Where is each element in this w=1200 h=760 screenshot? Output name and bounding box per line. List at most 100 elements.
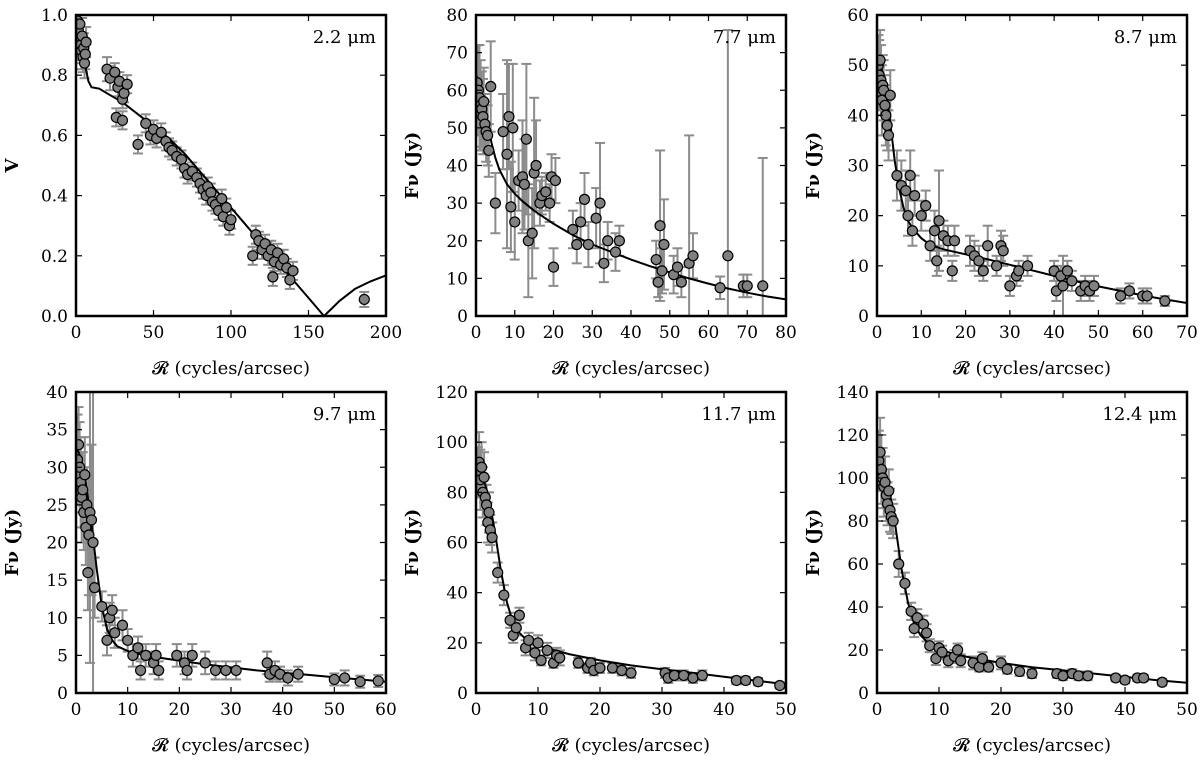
data-point — [933, 215, 945, 227]
y-tick-label: 0.2 — [41, 247, 68, 267]
data-point — [247, 250, 259, 262]
x-tick-label: 30 — [999, 323, 1021, 343]
y-tick-label: 20 — [446, 634, 468, 654]
x-tick-label: 50 — [143, 323, 165, 343]
panel-label: 12.4 μm — [1102, 404, 1177, 425]
data-point — [1021, 260, 1034, 272]
data-point — [510, 622, 522, 634]
x-tick-label: 50 — [1176, 700, 1198, 720]
y-tick-label: 140 — [837, 383, 869, 403]
x-tick-label: 20 — [589, 700, 611, 720]
data-point — [1013, 665, 1026, 678]
data-point — [1013, 265, 1025, 277]
model-curve — [76, 447, 386, 683]
x-tick-label: 0 — [872, 323, 883, 343]
data-point — [883, 485, 895, 497]
data-point — [505, 201, 517, 213]
y-tick-label: 15 — [46, 571, 68, 591]
data-point — [668, 669, 681, 682]
data-point — [87, 536, 99, 549]
data-point — [220, 202, 232, 214]
y-axis-label: Fν (Jy) — [2, 509, 23, 577]
data-point — [687, 672, 699, 684]
data-point — [976, 652, 989, 665]
data-point — [752, 676, 764, 688]
data-point — [1137, 672, 1150, 684]
panel-1: 0 50 100 150 200 0.0 0.2 0.4 0.6 0.8 1.0 𝓡 (cycles/… — [2, 6, 402, 379]
data-point — [928, 225, 941, 237]
data-point — [549, 174, 562, 187]
x-tick-label: 10 — [527, 700, 549, 720]
x-tick-label: 70 — [736, 323, 758, 343]
data-point — [909, 190, 921, 202]
y-tick-label: 50 — [847, 56, 869, 76]
data-point — [902, 210, 914, 222]
data-point — [578, 193, 591, 205]
data-point — [485, 80, 497, 93]
data-point — [908, 622, 920, 635]
data-point — [554, 652, 566, 664]
data-point — [877, 446, 886, 458]
y-axis-label: Fν (Jy) — [803, 509, 824, 577]
data-point — [606, 662, 619, 674]
data-point — [722, 250, 734, 262]
data-point — [225, 214, 237, 226]
x-tick-label: 40 — [713, 700, 735, 720]
x-tick-label: 200 — [370, 323, 402, 343]
data-point — [982, 240, 994, 252]
data-point — [540, 186, 552, 198]
data-point — [478, 471, 490, 483]
data-point — [582, 238, 594, 251]
data-point — [216, 193, 228, 205]
data-point — [1066, 275, 1078, 287]
data-point — [924, 640, 936, 652]
panel-label: 2.2 μm — [313, 27, 376, 48]
data-point — [1088, 280, 1100, 292]
data-point — [887, 515, 899, 527]
data-point — [153, 664, 165, 677]
data-point — [1061, 265, 1074, 277]
data-point — [181, 664, 193, 677]
data-point — [122, 634, 134, 646]
x-tick-label: 0 — [71, 323, 82, 343]
y-axis-label: Fν (Jy) — [803, 132, 824, 200]
data-point — [523, 634, 535, 646]
data-point — [220, 664, 232, 677]
y-axis-label: Fν (Jy) — [402, 509, 423, 577]
data-point — [121, 78, 133, 90]
y-tick-label: 20 — [847, 207, 869, 227]
panel-3: 0 10 20 30 40 50 60 70 0 10 20 30 40 50 60 𝓡 (cycles/ar… — [803, 6, 1198, 379]
data-point — [904, 169, 916, 182]
data-point — [150, 649, 162, 661]
x-tick-label: 50 — [659, 323, 681, 343]
data-point — [79, 48, 91, 60]
data-point — [116, 619, 129, 631]
x-tick-label: 40 — [620, 323, 642, 343]
panel-label: 7.7 μm — [713, 27, 776, 48]
data-point — [109, 627, 121, 639]
data-point — [609, 246, 622, 258]
x-tick-label: 20 — [955, 323, 977, 343]
data-point — [328, 673, 340, 686]
data-point — [656, 265, 668, 277]
data-point — [906, 225, 919, 237]
y-tick-label: 0 — [858, 684, 869, 704]
y-tick-label: 1.0 — [41, 6, 68, 26]
data-point — [946, 265, 958, 277]
data-point — [354, 676, 366, 688]
x-axis-label: 𝓡 (cycles/arcsec) — [552, 358, 710, 379]
x-tick-label: 150 — [292, 323, 324, 343]
data-point — [920, 200, 932, 212]
data-point — [526, 227, 538, 239]
data-point — [654, 220, 666, 232]
data-point — [518, 178, 531, 190]
data-point — [1159, 295, 1171, 307]
data-point — [358, 293, 370, 306]
data-point — [757, 280, 769, 292]
data-point — [186, 649, 198, 661]
data-point — [951, 644, 964, 656]
data-point — [881, 119, 893, 131]
x-tick-label: 100 — [215, 323, 247, 343]
data-point — [594, 197, 606, 209]
data-point — [658, 238, 670, 251]
